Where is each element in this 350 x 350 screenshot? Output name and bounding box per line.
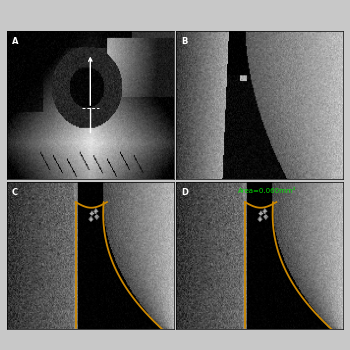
Text: Area=0.060mm²: Area=0.060mm²	[238, 188, 296, 194]
Text: A: A	[12, 37, 19, 47]
Text: D: D	[181, 188, 188, 197]
Text: B: B	[181, 37, 188, 47]
Text: C: C	[12, 188, 18, 197]
